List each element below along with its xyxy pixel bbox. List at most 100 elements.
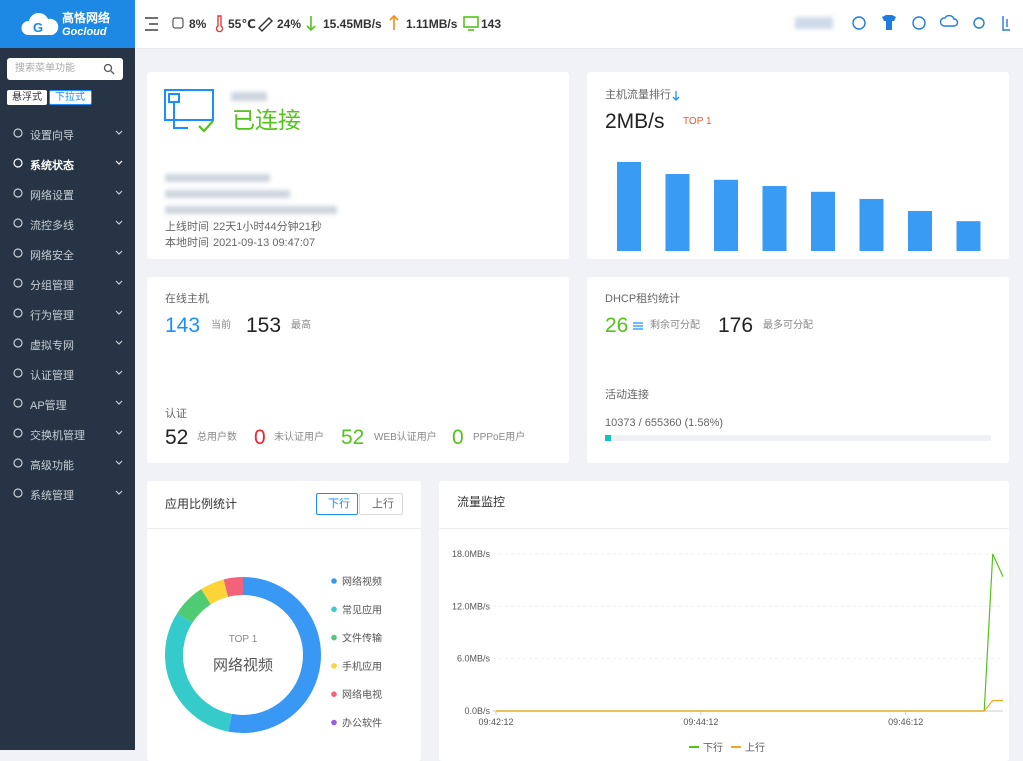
- mode-label: 下拉式: [55, 92, 85, 103]
- auth-web-label: WEB认证用户: [374, 432, 437, 443]
- tab[interactable]: 上行: [359, 493, 403, 515]
- top-icons: [145, 14, 1010, 33]
- connection-icon: [164, 89, 214, 133]
- legend-label: 办公软件: [342, 717, 382, 730]
- menu-item[interactable]: 设置向导: [0, 118, 135, 148]
- menu-item[interactable]: 行为管理: [0, 298, 135, 328]
- menu-icons: [13, 488, 123, 498]
- pie-center-name: 网络视频: [213, 657, 273, 674]
- menu-item[interactable]: AP管理: [0, 388, 135, 418]
- bar: [908, 210, 932, 251]
- download: 15.45MB/s: [323, 17, 382, 31]
- menu-label: 流控多线: [30, 220, 74, 232]
- sidebar: G 高恪网络 Gocloud 搜索菜单功能 悬浮式 下拉式 设置向导 系统状态 网络…: [0, 0, 135, 750]
- menu-item[interactable]: 流控多线: [0, 208, 135, 238]
- dhcp-max-label: 最多可分配: [763, 320, 813, 331]
- connection-status: 已连接: [232, 107, 301, 133]
- legend-label: 上行: [745, 741, 765, 754]
- brand-sub: Gocloud: [62, 26, 107, 38]
- legend-dot: [331, 719, 337, 726]
- menu-item[interactable]: 网络设置: [0, 178, 135, 208]
- x-tick-label: 09:42:12: [478, 717, 513, 727]
- time-label: 本地时间: [165, 237, 209, 249]
- legend-label: 常见应用: [342, 603, 382, 616]
- auth-unauth: 0: [254, 426, 266, 449]
- menu-icons: [13, 128, 123, 138]
- legend-label: 网络视频: [342, 575, 382, 588]
- menu-item[interactable]: 系统状态: [0, 148, 135, 178]
- app-title: 应用比例统计: [165, 497, 238, 511]
- auth-total-label: 总用户数: [197, 432, 237, 443]
- menu-item[interactable]: 虚拟专网: [0, 328, 135, 358]
- hosts: 143: [481, 17, 502, 31]
- hosts-max: 153: [246, 314, 282, 337]
- top-bar: 8% 55℃ 24% 15.45MB/s 1.11MB/s 143: [135, 0, 1023, 49]
- menu-item[interactable]: 高级功能: [0, 448, 135, 478]
- search-icon: [103, 63, 115, 75]
- menu-label: 网络设置: [30, 190, 74, 202]
- rank-top-value: 2MB/s: [605, 110, 665, 133]
- svg-text:G: G: [33, 20, 43, 35]
- hosts-card: 在线主机 143 当前 153 最高 认证 52 总用户数 0 未认证用户 52…: [147, 277, 569, 463]
- menu-icons: [13, 218, 123, 228]
- menu-item[interactable]: 交换机管理: [0, 418, 135, 448]
- menu-icons: [13, 338, 123, 348]
- flow-title: 流量监控: [457, 495, 506, 509]
- mode-tab[interactable]: 下拉式: [49, 90, 92, 105]
- menu-label: 设置向导: [30, 130, 74, 142]
- dhcp-remaining: 26: [605, 314, 629, 337]
- menu-item[interactable]: 认证管理: [0, 358, 135, 388]
- y-tick-label: 18.0MB/s: [452, 549, 491, 559]
- legend-dot: [331, 606, 337, 613]
- auth-unauth-label: 未认证用户: [274, 432, 324, 443]
- menu-icons: [13, 188, 123, 198]
- pie-slice: [201, 579, 229, 605]
- menu-label: 系统管理: [30, 490, 74, 502]
- tab[interactable]: 下行: [316, 493, 358, 515]
- legend-dot: [331, 578, 337, 584]
- pie-slice: [223, 577, 244, 597]
- auth-total: 52: [165, 426, 189, 449]
- search-placeholder: 搜索菜单功能: [15, 63, 75, 74]
- menu-item[interactable]: 分组管理: [0, 268, 135, 298]
- search-box[interactable]: 搜索菜单功能: [7, 58, 123, 80]
- pie-slice: [228, 577, 321, 733]
- bar: [956, 221, 981, 251]
- tab-label: 上行: [372, 498, 394, 510]
- progress: [605, 435, 991, 441]
- legend-label: 手机应用: [342, 660, 382, 673]
- menu-label: 网络安全: [30, 250, 74, 262]
- uptime: 22天1小时44分钟21秒: [213, 221, 322, 233]
- progress-track: [605, 435, 991, 441]
- y-tick-label: 0.0B/s: [464, 706, 490, 716]
- menu-item[interactable]: 网络安全: [0, 238, 135, 268]
- pie-slice: [165, 613, 233, 732]
- pie-slice: [177, 589, 212, 624]
- mode-tab[interactable]: 悬浮式: [7, 90, 47, 105]
- x-tick-label: 09:44:12: [683, 717, 718, 727]
- rank-chart: [617, 162, 981, 251]
- memory: 24%: [277, 17, 302, 31]
- hosts-current-label: 当前: [211, 320, 231, 331]
- progress-fill: [605, 435, 612, 441]
- series-line: [496, 553, 1004, 712]
- menu-icons: [13, 278, 123, 288]
- dhcp-title: DHCP租约统计: [605, 293, 681, 305]
- hosts-title: 在线主机: [165, 293, 209, 305]
- local-time: 2021-09-13 09:47:07: [213, 237, 316, 249]
- auth-web: 52: [341, 426, 365, 449]
- upload: 1.11MB/s: [406, 17, 458, 31]
- dhcp-max: 176: [718, 314, 754, 337]
- menu-icons: [13, 368, 123, 378]
- menu-label: 分组管理: [30, 280, 74, 292]
- tab-label: 下行: [328, 498, 350, 510]
- bar: [811, 191, 835, 251]
- mode-label: 悬浮式: [12, 92, 42, 103]
- flow-card: 流量监控 0.0B/s 6.0MB/s 12.0MB/s 18.0MB/s 09:42:…: [439, 481, 1009, 761]
- connection-card: 已连接 上线时间 22天1小时44分钟21秒 本地时间 2021-09-13 0…: [147, 72, 569, 259]
- menu-label: 交换机管理: [30, 430, 85, 442]
- connections-title: 活动连接: [605, 389, 649, 401]
- menu-item[interactable]: 系统管理: [0, 478, 135, 508]
